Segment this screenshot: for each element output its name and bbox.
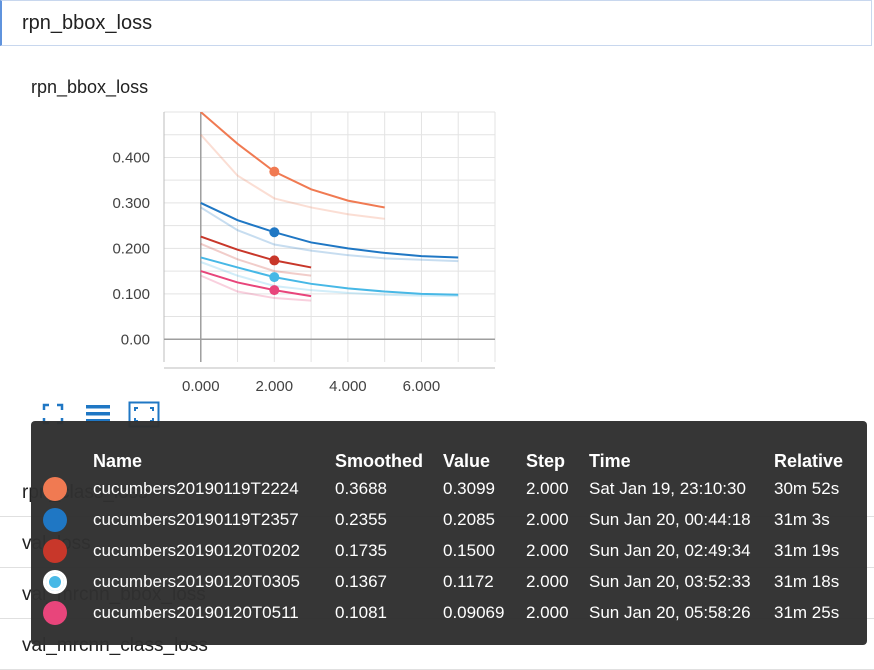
tooltip-row: cucumbers20190120T0305 0.1367 0.1172 2.0… bbox=[43, 566, 843, 597]
x-tick-label: 6.000 bbox=[403, 378, 441, 395]
series-smoothed-line bbox=[200, 270, 312, 298]
y-tick-label: 0.400 bbox=[112, 149, 150, 166]
series-smoothed-line bbox=[200, 202, 459, 259]
x-tick-label: 4.000 bbox=[329, 378, 367, 395]
series-color-dot bbox=[43, 476, 67, 501]
series-smoothed-line bbox=[200, 256, 459, 296]
series-raw-line bbox=[200, 261, 459, 298]
y-tick-label: 0.200 bbox=[112, 240, 150, 257]
series-color-dot bbox=[43, 600, 67, 625]
series-smoothed-line bbox=[200, 235, 312, 269]
series-smoothed-line bbox=[200, 112, 385, 209]
hover-point bbox=[269, 166, 280, 177]
series-raw-line bbox=[200, 206, 459, 263]
hover-point bbox=[269, 285, 280, 296]
chart-tooltip: Name Smoothed Value Step Time Relative c… bbox=[31, 421, 867, 645]
tooltip-header-step: Step bbox=[526, 450, 566, 471]
hover-point bbox=[269, 227, 280, 238]
x-tick-label: 2.000 bbox=[256, 378, 294, 395]
toggle-log-icon bbox=[86, 405, 110, 423]
tooltip-row: cucumbers20190119T2224 0.3688 0.3099 2.0… bbox=[43, 473, 843, 504]
y-tick-label: 0.00 bbox=[121, 331, 150, 348]
tooltip-row: cucumbers20190120T0202 0.1735 0.1500 2.0… bbox=[43, 535, 843, 566]
tooltip-header-relative: Relative bbox=[774, 450, 844, 471]
tooltip-row: cucumbers20190120T0511 0.1081 0.09069 2.… bbox=[43, 597, 843, 628]
chart-card-title: rpn_bbox_loss bbox=[31, 77, 149, 97]
tooltip-header-name: Name bbox=[93, 450, 143, 471]
tooltip-header-time: Time bbox=[589, 450, 631, 471]
series-raw-line bbox=[200, 134, 385, 220]
series-raw-line bbox=[200, 242, 312, 277]
series-color-dot bbox=[43, 507, 67, 532]
x-tick-label: 0.000 bbox=[182, 378, 220, 395]
series-raw-line bbox=[200, 274, 312, 302]
chart-svg[interactable]: 0.00 0.100 0.200 0.300 0.400 0.000 2.000 4.000 6… bbox=[90, 100, 510, 400]
hover-point bbox=[269, 272, 280, 283]
tooltip-table: Name Smoothed Value Step Time Relative c… bbox=[43, 449, 843, 628]
series-color-dot bbox=[43, 569, 67, 594]
tooltip-row: cucumbers20190119T2357 0.2355 0.2085 2.0… bbox=[43, 504, 843, 535]
hover-point bbox=[269, 255, 280, 266]
y-tick-label: 0.100 bbox=[112, 286, 150, 303]
fit-domain-icon bbox=[42, 403, 64, 425]
fit-domain-button[interactable] bbox=[40, 401, 70, 429]
toggle-log-button[interactable] bbox=[84, 401, 114, 429]
y-tick-label: 0.300 bbox=[112, 195, 150, 212]
line-chart[interactable]: 0.00 0.100 0.200 0.300 0.400 0.000 2.000 4.000 6… bbox=[90, 100, 510, 400]
tooltip-header-value: Value bbox=[443, 450, 491, 471]
series-color-dot bbox=[43, 538, 67, 563]
tooltip-header-smoothed: Smoothed bbox=[335, 450, 423, 471]
tag-filter-input[interactable]: rpn_bbox_loss bbox=[0, 0, 872, 46]
tag-filter-value[interactable]: rpn_bbox_loss bbox=[22, 12, 153, 34]
